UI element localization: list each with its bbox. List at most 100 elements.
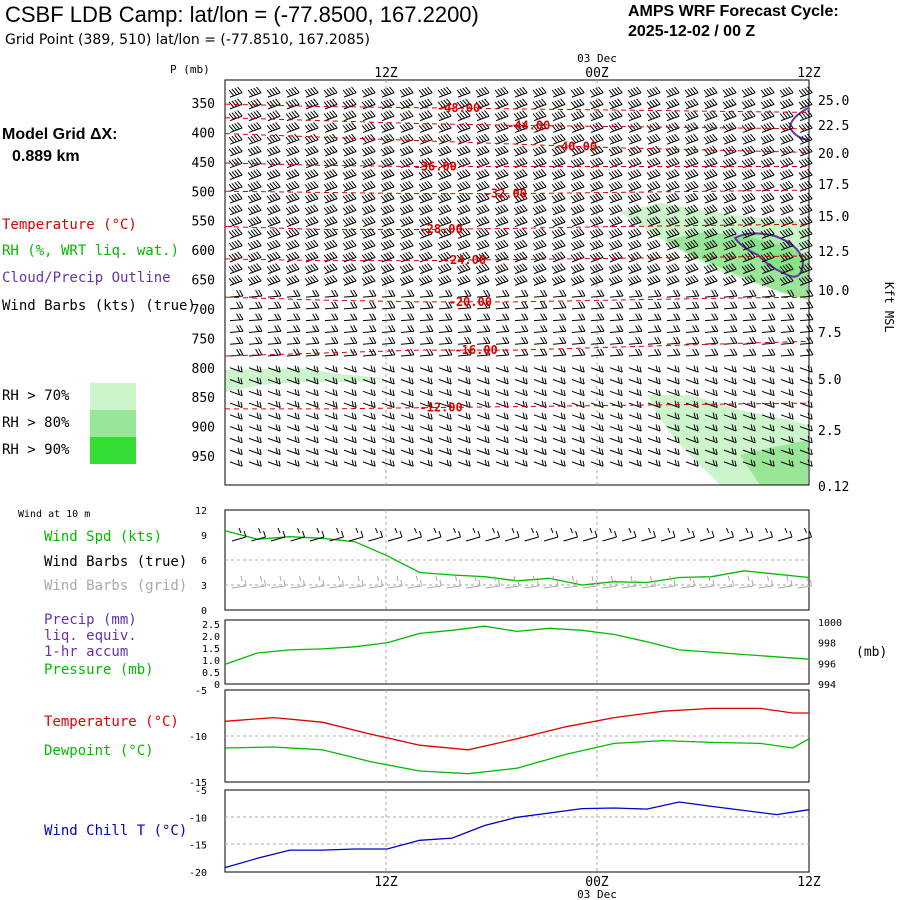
upper-barb-793 (571, 388, 585, 397)
upper-barb-111 (570, 122, 585, 133)
bottom-date-label: 03 Dec (577, 888, 617, 900)
upper-barb-169 (494, 145, 509, 157)
upper-barb-492 (741, 263, 756, 275)
grid-dx-value: 0.889 km (12, 148, 80, 165)
upper-barb-282 (285, 192, 300, 204)
upper-barb-215 (779, 157, 794, 169)
pressure-panel-frame (224, 619, 810, 685)
upper-barb-941 (438, 447, 452, 456)
upper-barb-585 (742, 301, 757, 310)
upper-barb-925 (723, 436, 737, 444)
upper-barb-794 (590, 388, 604, 397)
sfc-barb-grid-5 (329, 575, 344, 589)
upper-barb-884 (533, 424, 547, 432)
upper-barb-302 (665, 192, 680, 204)
upper-barb-643 (666, 325, 681, 333)
upper-barb-702 (609, 348, 624, 357)
upper-barb-395 (665, 227, 680, 239)
upper-barb-161 (342, 145, 357, 157)
upper-barb-471 (342, 263, 357, 275)
upper-barb-259 (437, 180, 452, 192)
pressure-tick-600: 600 (192, 244, 215, 259)
upper-barb-452 (570, 251, 585, 263)
upper-barb-378 (342, 227, 357, 239)
upper-barb-879 (438, 424, 452, 432)
upper-barb-753 (400, 377, 414, 385)
sfc-barb-true-25 (719, 527, 734, 542)
upper-barb-573 (514, 301, 529, 310)
sfc-barb-grid-12 (465, 575, 481, 589)
upper-barb-39 (380, 98, 395, 110)
upper-barb-502 (342, 274, 357, 286)
upper-barb-371 (798, 216, 813, 228)
upper-barb-886 (571, 424, 585, 432)
isotherm-line-1 (224, 117, 810, 130)
bottom-time-label-2: 12Z (797, 875, 821, 890)
rh-shading (225, 203, 808, 485)
upper-barb-663 (457, 336, 472, 345)
upper-barb-507 (437, 274, 452, 286)
upper-barb-619 (799, 313, 814, 322)
upper-barb-756 (457, 377, 471, 385)
height-tick-0.12: 0.12 (818, 480, 849, 495)
upper-barb-152 (760, 133, 775, 145)
upper-barb-71 (399, 110, 414, 122)
upper-barb-228 (437, 169, 452, 180)
upper-barb-433 (798, 239, 813, 251)
upper-barb-967 (343, 459, 357, 467)
upper-barb-132 (380, 133, 395, 145)
upper-barb-947 (552, 447, 566, 456)
sfc-barb-true-20 (621, 527, 637, 542)
upper-barb-473 (380, 263, 395, 275)
sfc-barb-true-14 (504, 527, 520, 542)
sfc-barb-true-15 (524, 527, 539, 542)
sfc-barb-grid-7 (368, 575, 383, 589)
upper-barb-300 (627, 192, 642, 204)
legend-rh90-swatch (90, 437, 136, 464)
upper-barb-283 (304, 192, 319, 204)
upper-barb-583 (704, 301, 719, 310)
upper-barb-605 (533, 313, 548, 322)
upper-barb-44 (475, 98, 490, 110)
upper-barb-863 (723, 412, 737, 420)
upper-barb-392 (608, 227, 623, 239)
upper-barb-505 (399, 274, 414, 286)
upper-barb-479 (494, 263, 509, 275)
upper-barb-374 (266, 227, 281, 239)
upper-barb-379 (361, 227, 376, 239)
upper-barb-893 (704, 424, 718, 432)
upper-barb-167 (456, 145, 471, 157)
upper-barb-220 (285, 169, 300, 180)
wind-chill-line (224, 801, 810, 869)
upper-barb-318 (380, 204, 395, 216)
upper-barb-160 (323, 145, 338, 157)
upper-barb-699 (552, 348, 567, 357)
upper-barb-276 (760, 180, 775, 192)
upper-barb-928 (780, 436, 794, 444)
forecast-cycle-line1: AMPS WRF Forecast Cycle: (628, 3, 839, 20)
upper-barb-778 (286, 388, 300, 397)
upper-barb-120 (741, 122, 756, 133)
upper-barb-483 (570, 263, 585, 275)
upper-barb-251 (285, 180, 300, 192)
upper-barb-598 (400, 313, 415, 322)
sfc-barb-true-26 (738, 527, 754, 542)
upper-barb-737 (685, 365, 699, 373)
upper-barb-913 (495, 436, 509, 444)
upper-barb-320 (418, 204, 433, 216)
upper-barb-904 (324, 436, 338, 444)
upper-barb-351 (418, 216, 433, 228)
upper-barb-750 (343, 377, 357, 385)
precip-tick-0.5: 0.5 (202, 668, 220, 679)
upper-barb-414 (437, 239, 452, 251)
upper-barb-906 (362, 436, 376, 444)
upper-barb-558 (229, 301, 244, 310)
upper-barb-499 (285, 274, 300, 286)
upper-barb-237 (608, 169, 623, 180)
upper-barb-799 (685, 388, 699, 397)
upper-barb-700 (571, 348, 586, 357)
upper-barb-574 (533, 301, 548, 310)
upper-barb-978 (552, 459, 566, 467)
surface-series-lines (224, 530, 810, 869)
upper-barb-440 (342, 251, 357, 263)
